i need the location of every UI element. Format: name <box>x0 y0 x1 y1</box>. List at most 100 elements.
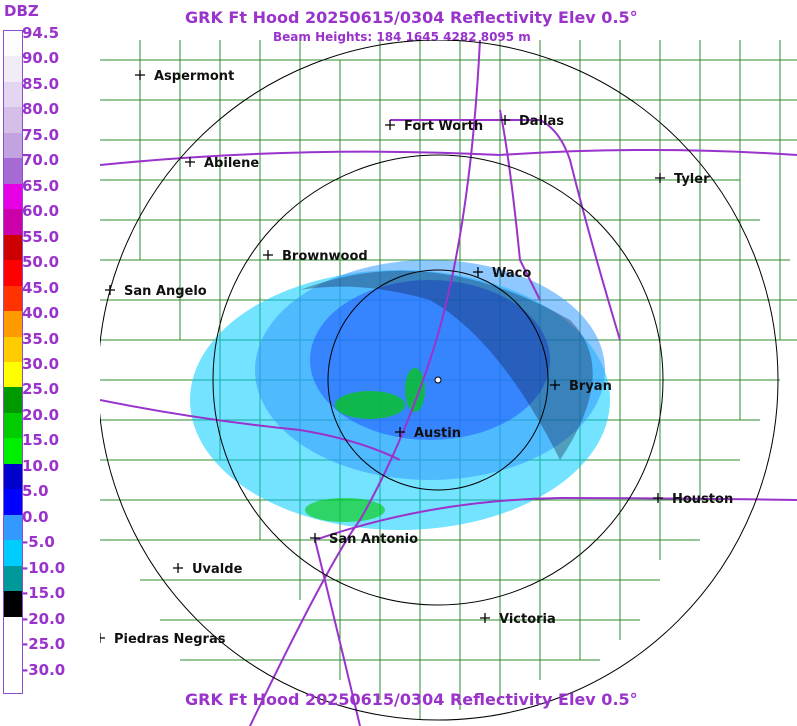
legend-color-cell <box>4 362 22 388</box>
beam-heights: Beam Heights: 184 1645 4282 8095 m <box>273 30 531 44</box>
city-label: Bryan <box>569 379 612 394</box>
legend-label: 45.0 <box>22 278 60 297</box>
range-rings <box>100 40 779 721</box>
city-marker: Dallas <box>500 114 564 129</box>
legend-label: 65.0 <box>22 176 60 195</box>
legend-label: 20.0 <box>22 405 60 424</box>
legend-label: 25.0 <box>22 380 60 399</box>
legend-label: -15.0 <box>22 584 66 603</box>
legend-label: 94.5 <box>22 24 60 42</box>
city-cross-icon <box>173 563 183 573</box>
legend-color-cell <box>4 183 22 210</box>
city-cross-icon <box>185 157 195 167</box>
legend-label: 70.0 <box>22 151 60 170</box>
city-marker: San Angelo <box>105 284 207 299</box>
city-marker: Aspermont <box>135 69 234 84</box>
legend-color-cell <box>4 642 22 668</box>
city-cross-icon <box>263 250 273 260</box>
legend-color-cell <box>4 285 22 312</box>
legend-color-cell <box>4 438 22 464</box>
city-label: San Angelo <box>124 284 207 299</box>
city-label: Abilene <box>204 156 259 171</box>
legend-label: -20.0 <box>22 609 66 628</box>
legend-color-cell <box>4 158 22 184</box>
city-label: Victoria <box>499 612 556 627</box>
legend-color-cell <box>4 260 22 286</box>
reflectivity-legend: DBZ 94.5 90.0 85.0 80.0 75.0 70.0 65.0 60.0 55.0… <box>0 0 100 726</box>
city-cross-icon <box>385 120 395 130</box>
legend-color-cell <box>4 209 22 235</box>
city-cross-icon <box>550 380 560 390</box>
city-label: Uvalde <box>192 562 243 577</box>
reflectivity-echoes <box>190 260 610 530</box>
city-label: Fort Worth <box>404 119 483 134</box>
city-marker: Tyler <box>655 172 710 187</box>
legend-label: 80.0 <box>22 100 60 119</box>
legend-label: 40.0 <box>22 304 60 323</box>
map-title-bottom: GRK Ft Hood 20250615/0304 Reflectivity E… <box>185 690 638 709</box>
legend-color-cell <box>4 489 22 515</box>
legend-label: 30.0 <box>22 355 60 373</box>
radar-site-marker <box>434 376 442 384</box>
city-cross-icon <box>653 493 663 503</box>
city-marker: Waco <box>473 266 531 281</box>
city-markers: Aspermont Fort Worth Dallas Abilene Tyler Bro… <box>100 69 733 647</box>
city-cross-icon <box>105 285 115 295</box>
map-title: GRK Ft Hood 20250615/0304 Reflectivity E… <box>185 8 638 27</box>
city-label: Waco <box>492 266 531 281</box>
legend-label: 15.0 <box>22 431 60 450</box>
city-label: Tyler <box>674 172 710 187</box>
legend-color-cell <box>4 107 22 133</box>
legend-color-cell <box>4 387 22 413</box>
legend-color-cell <box>4 667 22 693</box>
legend-color-cell <box>4 463 22 490</box>
legend-unit: DBZ <box>4 2 39 20</box>
legend-label: 75.0 <box>22 125 60 144</box>
city-cross-icon <box>655 173 665 183</box>
city-cross-icon <box>135 70 145 80</box>
legend-label: 50.0 <box>22 253 60 272</box>
city-label: Brownwood <box>282 249 368 264</box>
legend-color-cell <box>4 336 22 362</box>
legend-color-cell <box>4 56 22 82</box>
legend-color-cell <box>4 311 22 337</box>
city-marker: Bryan <box>550 379 612 394</box>
legend-color-cell <box>4 591 22 617</box>
city-marker: San Antonio <box>310 532 418 547</box>
city-marker: Abilene <box>185 156 259 171</box>
legend-label: 35.0 <box>22 329 60 348</box>
city-label: Austin <box>414 426 461 441</box>
legend-label: 90.0 <box>22 49 60 68</box>
city-label: Piedras Negras <box>114 632 226 647</box>
radar-map[interactable]: Aspermont Fort Worth Dallas Abilene Tyler Bro… <box>100 40 797 726</box>
city-marker: Fort Worth <box>385 119 483 134</box>
legend-label: 0.0 <box>22 507 49 526</box>
city-cross-icon <box>473 267 483 277</box>
city-label: San Antonio <box>329 532 418 547</box>
legend-color-cell <box>4 132 22 159</box>
city-marker: Victoria <box>480 612 556 627</box>
legend-color-cell <box>4 412 22 439</box>
legend-label: -25.0 <box>22 635 66 654</box>
legend-color-cell <box>4 540 22 566</box>
city-marker: Piedras Negras <box>100 632 226 647</box>
legend-label: -30.0 <box>22 660 66 679</box>
legend-color-cell <box>4 31 22 57</box>
city-label: Houston <box>672 492 733 507</box>
legend-label: -5.0 <box>22 533 55 552</box>
city-marker: Brownwood <box>263 249 368 264</box>
highways <box>100 40 797 726</box>
city-marker: Austin <box>395 426 461 441</box>
legend-color-cell <box>4 234 22 261</box>
city-cross-icon <box>480 613 490 623</box>
legend-color-cell <box>4 616 22 643</box>
legend-color-cell <box>4 514 22 541</box>
legend-label: 10.0 <box>22 456 60 475</box>
legend-color-cell <box>4 81 22 108</box>
legend-label: -10.0 <box>22 558 66 577</box>
city-cross-icon <box>395 427 405 437</box>
legend-label: 85.0 <box>22 74 60 93</box>
city-label: Dallas <box>519 114 564 129</box>
city-cross-icon <box>310 533 320 543</box>
legend-color-cell <box>4 565 22 592</box>
